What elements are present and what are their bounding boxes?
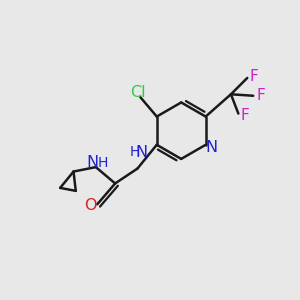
Text: F: F (256, 88, 265, 103)
Text: N: N (86, 155, 98, 170)
Text: N: N (136, 145, 148, 160)
Text: Cl: Cl (130, 85, 146, 100)
Text: N: N (205, 140, 217, 155)
Text: H: H (129, 145, 140, 159)
Text: H: H (97, 156, 108, 170)
Text: F: F (241, 108, 249, 123)
Text: F: F (249, 69, 258, 84)
Text: O: O (85, 198, 97, 213)
